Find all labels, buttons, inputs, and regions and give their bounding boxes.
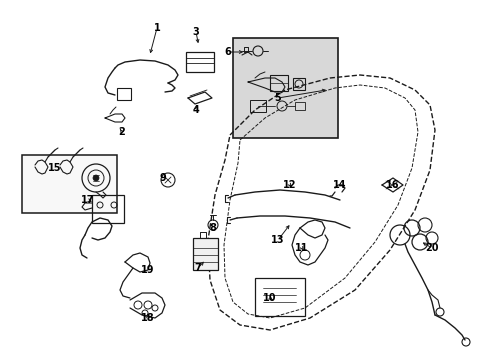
- Text: 19: 19: [141, 265, 154, 275]
- Text: 15: 15: [48, 163, 61, 173]
- Text: 7: 7: [194, 263, 201, 273]
- Text: 9: 9: [159, 173, 166, 183]
- Bar: [92, 195, 124, 223]
- Circle shape: [82, 164, 110, 192]
- Text: 2: 2: [119, 127, 125, 137]
- Bar: [294, 102, 305, 110]
- Bar: [117, 88, 131, 100]
- Bar: [232, 38, 337, 138]
- Text: 17: 17: [81, 195, 95, 205]
- Text: 8: 8: [209, 223, 216, 233]
- Bar: [22, 155, 117, 213]
- Bar: [193, 238, 218, 270]
- Bar: [185, 52, 214, 72]
- Bar: [269, 75, 287, 91]
- Circle shape: [93, 175, 99, 181]
- Text: 4: 4: [192, 105, 199, 115]
- Text: 6: 6: [224, 47, 231, 57]
- Text: 10: 10: [263, 293, 276, 303]
- Text: 1: 1: [153, 23, 160, 33]
- Text: 14: 14: [332, 180, 346, 190]
- Text: 5: 5: [274, 93, 281, 103]
- Text: 20: 20: [425, 243, 438, 253]
- Bar: [249, 100, 265, 112]
- Text: 12: 12: [283, 180, 296, 190]
- Text: 3: 3: [192, 27, 199, 37]
- Text: 11: 11: [295, 243, 308, 253]
- Text: 18: 18: [141, 313, 155, 323]
- Bar: [254, 278, 305, 316]
- Text: 16: 16: [386, 180, 399, 190]
- Text: 13: 13: [271, 235, 284, 245]
- Bar: [292, 78, 305, 90]
